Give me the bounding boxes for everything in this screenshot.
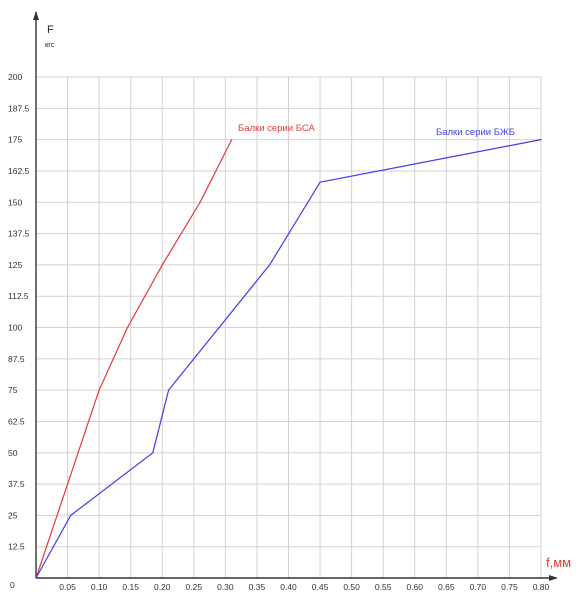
- y-tick-label: 125: [8, 260, 22, 270]
- x-tick-label: 0.70: [470, 582, 487, 592]
- data-series: [35, 139, 542, 579]
- x-tick-label: 0.25: [186, 582, 203, 592]
- y-tick-label: 12.5: [8, 542, 25, 552]
- data-point: [231, 139, 233, 141]
- data-point: [167, 389, 170, 391]
- y-axis-label: F: [47, 24, 54, 36]
- y-tick-label: 75: [8, 385, 18, 395]
- y-axis-arrow: [33, 11, 39, 20]
- y-tick-label: 37.5: [8, 479, 25, 489]
- y-tick-label: 25: [8, 510, 18, 520]
- series-label-1: Балки серии БСА: [238, 123, 316, 134]
- x-tick-label: 0.20: [154, 582, 171, 592]
- y-tick-label: 162.5: [8, 166, 30, 176]
- x-axis-label: f,мм: [546, 555, 571, 570]
- data-point: [66, 483, 69, 485]
- y-tick-label: 100: [8, 323, 22, 333]
- x-tick-label: 0.50: [343, 582, 360, 592]
- x-tick-label: 0.15: [122, 582, 139, 592]
- data-point: [98, 389, 100, 391]
- data-point: [35, 577, 37, 579]
- x-tick-label: 0.80: [533, 582, 550, 592]
- data-point: [268, 264, 271, 266]
- origin-label: 0: [10, 580, 15, 590]
- x-tick-label: 0.30: [217, 582, 234, 592]
- data-point: [70, 514, 72, 516]
- grid-lines: [36, 76, 542, 578]
- data-point: [152, 452, 154, 454]
- data-point: [319, 181, 321, 183]
- y-tick-label: 50: [8, 448, 18, 458]
- data-point: [161, 264, 163, 266]
- data-point: [199, 201, 201, 203]
- axes: [33, 11, 558, 581]
- x-tick-label: 0.40: [280, 582, 297, 592]
- x-axis-arrow: [549, 575, 558, 581]
- y-tick-label: 187.5: [8, 103, 30, 113]
- y-axis-unit: кгс: [45, 40, 55, 49]
- x-tick-label: 0.60: [406, 582, 423, 592]
- x-tick-label: 0.55: [375, 582, 392, 592]
- x-tick-label: 0.65: [438, 582, 455, 592]
- tick-labels: 0.05 0.10 0.15 0.20 0.25 0.30 0.35 0.40 0.45 0.50…: [8, 72, 550, 592]
- x-tick-label: 0.35: [249, 582, 266, 592]
- x-tick-label: 0.05: [59, 582, 76, 592]
- y-tick-label: 200: [8, 72, 22, 82]
- y-tick-label: 137.5: [8, 229, 30, 239]
- data-point: [540, 139, 542, 141]
- y-tick-label: 112.5: [8, 291, 29, 301]
- y-tick-label: 175: [8, 135, 22, 145]
- y-tick-label: 150: [8, 197, 22, 207]
- series-label-2: Балки серии БЖБ: [436, 127, 515, 138]
- x-tick-label: 0.10: [91, 582, 108, 592]
- x-tick-label: 0.75: [501, 582, 518, 592]
- x-tick-label: 0.45: [312, 582, 329, 592]
- y-tick-label: 87.5: [8, 354, 25, 364]
- y-tick-label: 62.5: [8, 416, 25, 426]
- data-point: [126, 326, 129, 329]
